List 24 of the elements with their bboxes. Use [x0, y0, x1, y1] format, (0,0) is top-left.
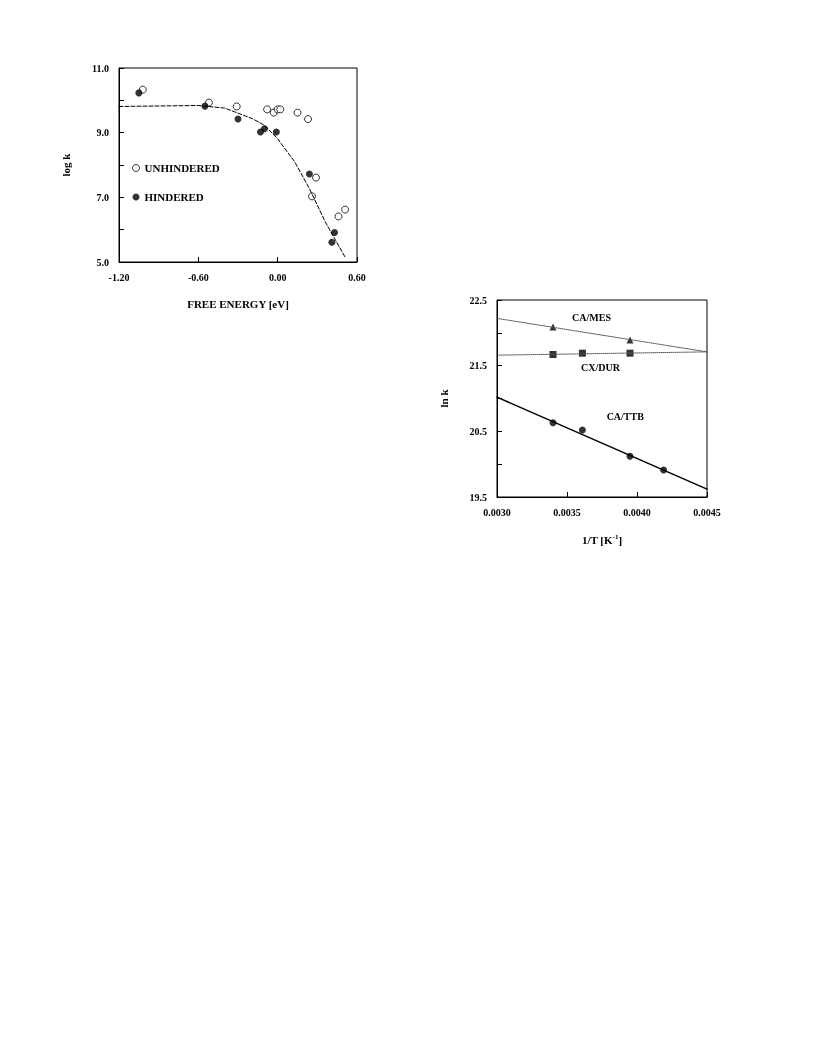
x-tick-label: -1.20	[108, 271, 130, 283]
y-tick-label: 20.5	[469, 425, 487, 437]
y-tick-label: 19.5	[469, 491, 487, 503]
y-axis-title: ln k	[437, 388, 450, 408]
x-tick-label: -0.60	[187, 271, 209, 283]
y-tick-label: 9.0	[96, 127, 109, 139]
legend-label: HINDERED	[144, 191, 204, 203]
x-tick-label: 0.0035	[553, 506, 581, 518]
y-axis-title: log k	[59, 152, 72, 177]
x-tick-label: 0.60	[348, 271, 366, 283]
x-tick-label: 0.00	[268, 271, 287, 283]
text: CA/TTB	[606, 411, 645, 423]
x-tick-label: 0.0040	[623, 506, 651, 518]
y-tick-label: 22.5	[469, 294, 487, 306]
series-label: CA/MES	[572, 311, 612, 323]
y-tick-label: 21.5	[469, 360, 487, 372]
series-label: CX/DUR	[581, 362, 621, 374]
x-axis-title: FREE ENERGY [eV]	[187, 297, 289, 310]
y-tick-label: 7.0	[96, 191, 109, 203]
x-tick-label: 0.0030	[483, 506, 511, 518]
y-tick-label: 5.0	[96, 256, 109, 268]
legend-label: UNHINDERED	[144, 162, 220, 174]
y-tick-label: 11.0	[92, 62, 109, 74]
x-tick-label: 0.0045	[693, 506, 721, 518]
